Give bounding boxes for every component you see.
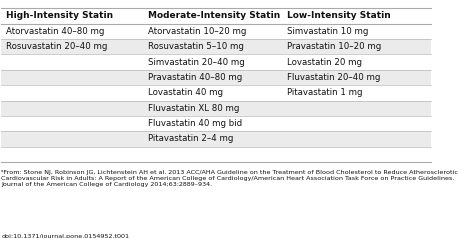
- Text: Low-Intensity Statin: Low-Intensity Statin: [287, 11, 391, 20]
- Bar: [283, 116, 431, 131]
- Bar: [283, 131, 431, 147]
- Bar: [143, 100, 283, 116]
- Text: Fluvastatin 40 mg bid: Fluvastatin 40 mg bid: [147, 119, 242, 128]
- Bar: [143, 55, 283, 70]
- Text: Atorvastatin 40–80 mg: Atorvastatin 40–80 mg: [6, 27, 104, 36]
- Bar: [283, 55, 431, 70]
- Bar: [1, 100, 143, 116]
- Bar: [283, 100, 431, 116]
- Text: Pitavastatin 2–4 mg: Pitavastatin 2–4 mg: [147, 134, 233, 143]
- Text: Rosuvastatin 5–10 mg: Rosuvastatin 5–10 mg: [147, 42, 244, 51]
- Bar: [143, 70, 283, 85]
- Text: Lovastatin 20 mg: Lovastatin 20 mg: [287, 58, 362, 67]
- Bar: [143, 85, 283, 100]
- Text: Moderate-Intensity Statin: Moderate-Intensity Statin: [147, 11, 280, 20]
- Bar: [283, 8, 431, 24]
- Bar: [1, 116, 143, 131]
- Bar: [1, 39, 143, 55]
- Text: Pitavastatin 1 mg: Pitavastatin 1 mg: [287, 88, 363, 97]
- Bar: [283, 147, 431, 162]
- Bar: [1, 8, 143, 24]
- Bar: [283, 24, 431, 39]
- Text: Pravastatin 40–80 mg: Pravastatin 40–80 mg: [147, 73, 242, 82]
- Text: High-Intensity Statin: High-Intensity Statin: [6, 11, 113, 20]
- Text: Simvastatin 10 mg: Simvastatin 10 mg: [287, 27, 369, 36]
- Bar: [143, 24, 283, 39]
- Bar: [143, 8, 283, 24]
- Bar: [283, 85, 431, 100]
- Text: Rosuvastatin 20–40 mg: Rosuvastatin 20–40 mg: [6, 42, 107, 51]
- Text: Fluvastatin XL 80 mg: Fluvastatin XL 80 mg: [147, 104, 239, 113]
- Text: Atorvastatin 10–20 mg: Atorvastatin 10–20 mg: [147, 27, 246, 36]
- Bar: [1, 85, 143, 100]
- Bar: [1, 70, 143, 85]
- Text: ᵃFrom: Stone NJ, Robinson JG, Lichtenstein AH et al. 2013 ACC/AHA Guideline on t: ᵃFrom: Stone NJ, Robinson JG, Lichtenste…: [1, 170, 458, 187]
- Bar: [143, 116, 283, 131]
- Text: doi:10.1371/journal.pone.0154952.t001: doi:10.1371/journal.pone.0154952.t001: [1, 234, 129, 238]
- Bar: [143, 147, 283, 162]
- Text: Simvastatin 20–40 mg: Simvastatin 20–40 mg: [147, 58, 244, 67]
- Bar: [1, 24, 143, 39]
- Text: Fluvastatin 20–40 mg: Fluvastatin 20–40 mg: [287, 73, 381, 82]
- Text: Pravastatin 10–20 mg: Pravastatin 10–20 mg: [287, 42, 382, 51]
- Bar: [143, 39, 283, 55]
- Bar: [1, 131, 143, 147]
- Bar: [1, 55, 143, 70]
- Bar: [143, 131, 283, 147]
- Bar: [283, 39, 431, 55]
- Bar: [283, 70, 431, 85]
- Text: Lovastatin 40 mg: Lovastatin 40 mg: [147, 88, 223, 97]
- Bar: [1, 147, 143, 162]
